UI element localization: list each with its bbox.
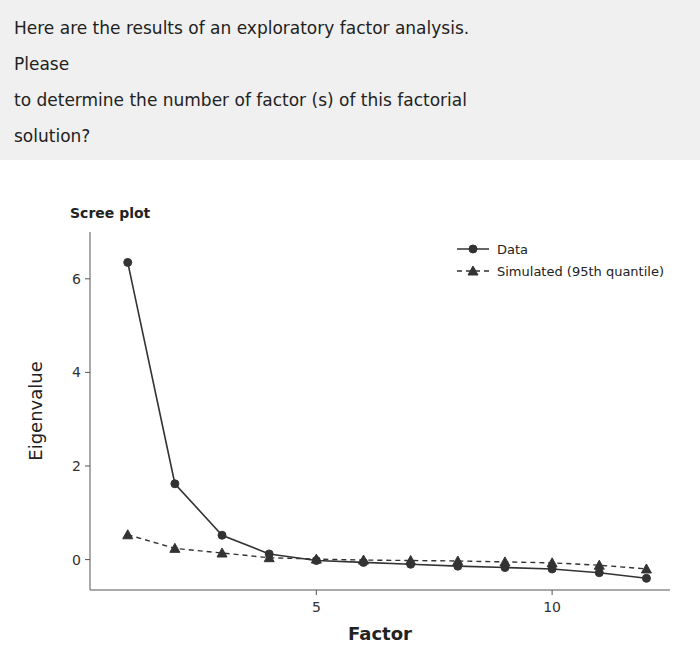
data-point bbox=[311, 554, 321, 563]
x-axis-line bbox=[90, 590, 670, 591]
data-point bbox=[218, 531, 226, 539]
legend-label: Data bbox=[497, 242, 528, 257]
legend: Data Simulated (95th quantile) bbox=[457, 242, 664, 279]
data-point bbox=[547, 558, 557, 567]
data-point bbox=[453, 556, 463, 565]
y-tick bbox=[85, 465, 90, 466]
data-point bbox=[594, 560, 604, 569]
header-background bbox=[0, 0, 700, 160]
y-tick bbox=[85, 372, 90, 373]
data-point bbox=[264, 553, 274, 562]
data-point bbox=[358, 555, 368, 564]
header-line: to determine the number of factor (s) of… bbox=[14, 90, 467, 110]
chart: Here are the results of an exploratory f… bbox=[0, 0, 700, 667]
x-tick bbox=[552, 590, 553, 595]
header-line: Please bbox=[14, 54, 69, 74]
data-point bbox=[595, 569, 603, 577]
header-line: solution? bbox=[14, 126, 90, 146]
y-tick bbox=[85, 278, 90, 279]
y-axis-line bbox=[90, 232, 91, 590]
series-line bbox=[128, 535, 647, 569]
x-tick-label: 10 bbox=[543, 599, 561, 615]
y-tick-label: 6 bbox=[72, 271, 81, 287]
data-point bbox=[642, 574, 650, 582]
y-tick bbox=[85, 559, 90, 560]
legend-label: Simulated (95th quantile) bbox=[497, 264, 664, 279]
legend-marker bbox=[469, 245, 477, 253]
x-tick bbox=[316, 590, 317, 595]
data-point bbox=[641, 564, 651, 573]
series-line bbox=[128, 262, 647, 578]
data-point bbox=[124, 258, 132, 266]
data-point bbox=[171, 480, 179, 488]
x-tick-label: 5 bbox=[312, 599, 321, 615]
data-point bbox=[170, 543, 180, 552]
data-point bbox=[217, 548, 227, 557]
plot-area bbox=[123, 258, 652, 582]
data-point bbox=[500, 557, 510, 566]
x-axis-label: Factor bbox=[348, 623, 412, 644]
y-axis-label: Eigenvalue bbox=[25, 361, 46, 460]
data-point bbox=[123, 530, 133, 539]
data-point bbox=[406, 556, 416, 565]
y-tick-label: 0 bbox=[72, 552, 81, 568]
chart-title: Scree plot bbox=[70, 205, 151, 221]
y-tick-label: 4 bbox=[72, 364, 81, 380]
header-line: Here are the results of an exploratory f… bbox=[14, 18, 469, 38]
y-tick-label: 2 bbox=[72, 458, 81, 474]
legend-marker bbox=[468, 266, 478, 275]
